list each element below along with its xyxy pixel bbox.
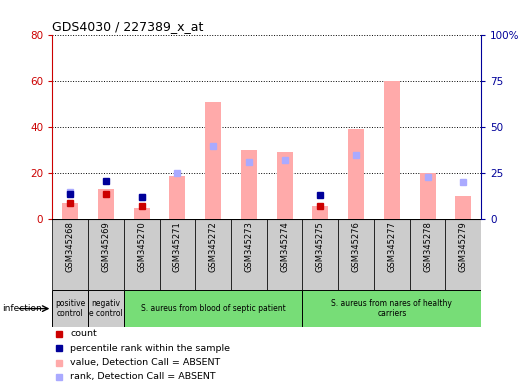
Bar xyxy=(384,81,400,220)
Bar xyxy=(124,290,302,327)
Bar xyxy=(348,129,364,220)
Text: negativ
e control: negativ e control xyxy=(89,299,123,318)
Text: GSM345274: GSM345274 xyxy=(280,222,289,272)
Text: positive
control: positive control xyxy=(55,299,85,318)
Bar xyxy=(88,220,124,290)
Text: GSM345277: GSM345277 xyxy=(388,222,396,273)
Bar xyxy=(455,196,471,220)
Text: GSM345273: GSM345273 xyxy=(244,222,253,273)
Bar xyxy=(205,102,221,220)
Bar xyxy=(267,220,302,290)
Text: percentile rank within the sample: percentile rank within the sample xyxy=(70,344,230,353)
Text: GSM345276: GSM345276 xyxy=(351,222,360,273)
Bar xyxy=(98,189,114,220)
Bar xyxy=(446,220,481,290)
Bar xyxy=(231,220,267,290)
Bar xyxy=(88,290,124,327)
Text: GSM345268: GSM345268 xyxy=(66,222,75,273)
Bar xyxy=(419,173,436,220)
Text: S. aureus from nares of healthy
carriers: S. aureus from nares of healthy carriers xyxy=(332,299,452,318)
Text: GSM345278: GSM345278 xyxy=(423,222,432,273)
Text: GSM345269: GSM345269 xyxy=(101,222,110,272)
Bar xyxy=(52,220,88,290)
Bar xyxy=(169,175,186,220)
Text: GDS4030 / 227389_x_at: GDS4030 / 227389_x_at xyxy=(52,20,203,33)
Bar xyxy=(374,220,410,290)
Text: S. aureus from blood of septic patient: S. aureus from blood of septic patient xyxy=(141,304,286,313)
Bar xyxy=(62,203,78,220)
Text: GSM345271: GSM345271 xyxy=(173,222,182,272)
Bar xyxy=(133,208,150,220)
Bar xyxy=(338,220,374,290)
Text: GSM345272: GSM345272 xyxy=(209,222,218,272)
Bar xyxy=(302,220,338,290)
Bar xyxy=(277,152,293,220)
Text: value, Detection Call = ABSENT: value, Detection Call = ABSENT xyxy=(70,358,221,367)
Bar xyxy=(312,205,328,220)
Text: GSM345279: GSM345279 xyxy=(459,222,468,272)
Bar xyxy=(195,220,231,290)
Bar xyxy=(124,220,160,290)
Text: count: count xyxy=(70,329,97,338)
Bar xyxy=(241,150,257,220)
Bar xyxy=(410,220,446,290)
Text: GSM345275: GSM345275 xyxy=(316,222,325,272)
Bar xyxy=(302,290,481,327)
Bar xyxy=(160,220,195,290)
Text: GSM345270: GSM345270 xyxy=(137,222,146,272)
Text: rank, Detection Call = ABSENT: rank, Detection Call = ABSENT xyxy=(70,372,216,381)
Bar xyxy=(52,290,88,327)
Text: infection: infection xyxy=(3,304,42,313)
